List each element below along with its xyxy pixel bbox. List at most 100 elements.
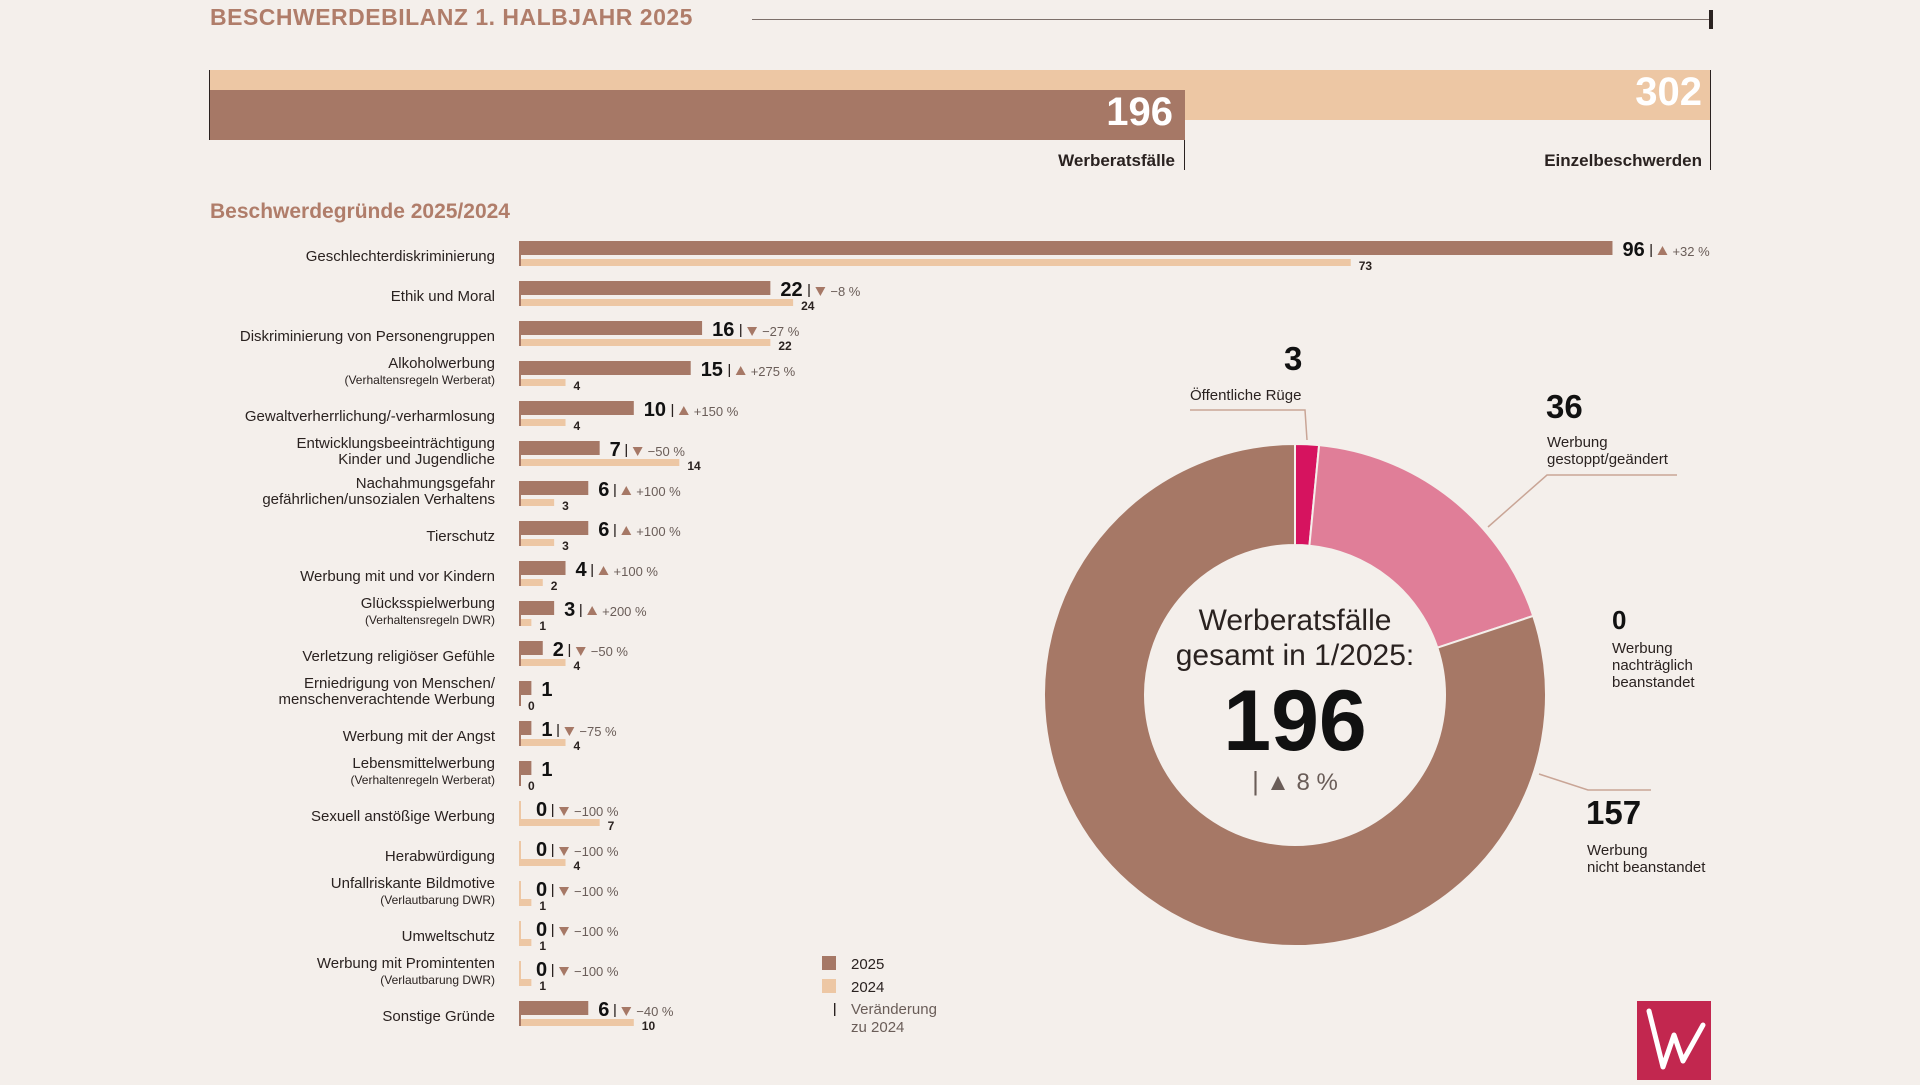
- einzel-marker-line: [1710, 70, 1711, 170]
- category-label: Unfallriskante Bildmotive: [331, 875, 495, 892]
- legend-label-change: Veränderung: [851, 1001, 937, 1018]
- change-down-arrow-icon: [559, 967, 569, 976]
- bar-baseline: [519, 801, 521, 826]
- change-up-arrow-icon: [621, 486, 632, 495]
- bar-2025: [520, 761, 532, 775]
- change-up-arrow-icon: [1657, 246, 1668, 255]
- werberat-logo: [1637, 1001, 1711, 1080]
- totals-left-marker: [209, 70, 210, 140]
- change-percent: −8 %: [830, 284, 860, 299]
- value-2024: 4: [574, 419, 581, 433]
- change-up-arrow-icon: [587, 606, 598, 615]
- bar-baseline: [519, 441, 521, 466]
- leader-line-ruege: [1190, 409, 1308, 441]
- change-up-arrow-icon: [678, 406, 689, 415]
- change-percent: +200 %: [602, 604, 647, 619]
- total-einzelbeschwerden-value: 302: [1635, 70, 1702, 114]
- bar-baseline: [519, 601, 521, 626]
- bar-2025: [520, 321, 703, 335]
- value-2025: 4: [576, 559, 588, 581]
- bar-baseline: [519, 761, 521, 786]
- donut-slice: [1042, 442, 1547, 947]
- value-2024: 14: [687, 459, 701, 473]
- bar-2025: [520, 641, 543, 655]
- category-label: Ethik und Moral: [391, 288, 495, 305]
- category-label: Verletzung religiöser Gefühle: [302, 648, 495, 665]
- title-divider: [752, 19, 1712, 20]
- change-separator: [614, 1004, 616, 1017]
- reasons-section-title: Beschwerdegründe 2025/2024: [210, 200, 510, 223]
- change-percent: −50 %: [591, 644, 629, 659]
- category-label: Entwicklungsbeeinträchtigung: [297, 435, 495, 452]
- bar-2024: [520, 939, 532, 946]
- change-down-arrow-icon: [621, 1007, 632, 1016]
- bar-baseline: [519, 881, 521, 906]
- donut-center-title: Werberatsfälle gesamt in 1/2025:: [1175, 604, 1415, 672]
- bar-2025: [520, 481, 589, 495]
- donut-label-nachtraeglich: Werbung nachträglich beanstandet: [1612, 640, 1695, 691]
- category-sublabel: (Verhaltenregeln Werberat): [350, 773, 495, 787]
- total-werberatsfaelle-label: Werberatsfälle: [1058, 151, 1175, 170]
- bar-2024: [520, 739, 566, 746]
- value-2025: 15: [701, 359, 723, 381]
- bar-2025: [520, 241, 1613, 255]
- value-2024: 1: [539, 979, 546, 993]
- category-sublabel: (Verlautbarung DWR): [380, 973, 495, 987]
- value-2025: 22: [780, 279, 802, 301]
- value-2024: 4: [574, 739, 581, 753]
- change-separator: [625, 444, 627, 457]
- legend-swatch-2025: [822, 956, 836, 970]
- bar-2024: [520, 1019, 634, 1026]
- value-2025: 2: [553, 639, 564, 661]
- category-sublabel: (Verhaltensregeln DWR): [365, 613, 495, 627]
- bar-2024: [520, 539, 555, 546]
- category-label: Geschlechterdiskriminierung: [306, 248, 495, 265]
- legend-label-2024: 2024: [851, 979, 884, 996]
- change-percent: +150 %: [694, 404, 739, 419]
- bar-baseline: [519, 321, 521, 346]
- category-sublabel: Kinder und Jugendliche: [338, 451, 495, 468]
- change-percent: −100 %: [574, 924, 619, 939]
- value-2024: 4: [574, 379, 581, 393]
- legend-label-change: zu 2024: [851, 1019, 904, 1036]
- bar-baseline: [519, 521, 521, 546]
- change-percent: +100 %: [636, 484, 681, 499]
- category-label: Werbung mit der Angst: [343, 728, 496, 745]
- title-divider-end: [1709, 10, 1713, 29]
- werberat-marker-line: [1184, 140, 1185, 170]
- value-2024: 1: [539, 619, 546, 633]
- bar-2024: [520, 659, 566, 666]
- category-label: Alkoholwerbung: [388, 355, 495, 372]
- change-separator: [552, 844, 554, 857]
- category-label: Gewaltverherrlichung/-verharmlosung: [245, 408, 495, 425]
- change-separator: [552, 964, 554, 977]
- category-sublabel: gefährlichen/unsozialen Verhaltens: [262, 491, 495, 508]
- value-2025: 96: [1622, 239, 1644, 261]
- bar-baseline: [519, 481, 521, 506]
- donut-value-gestoppt: 36: [1546, 388, 1583, 425]
- bar-2024: [520, 299, 794, 306]
- change-separator: [728, 364, 730, 377]
- change-separator: [552, 924, 554, 937]
- change-down-arrow-icon: [559, 807, 569, 816]
- change-percent: −100 %: [574, 844, 619, 859]
- value-2025: 0: [536, 879, 547, 901]
- change-percent: +275 %: [751, 364, 796, 379]
- value-2024: 1: [539, 899, 546, 913]
- bar-2024: [520, 499, 555, 506]
- donut-hole: [1146, 546, 1444, 844]
- change-separator: [1650, 244, 1652, 257]
- donut-label-ruege: Öffentliche Rüge: [1190, 387, 1302, 404]
- value-2025: 0: [536, 839, 547, 861]
- category-label: Glücksspielwerbung: [361, 595, 495, 612]
- value-2024: 0: [528, 699, 535, 713]
- category-label: Sexuell anstößige Werbung: [311, 808, 495, 825]
- bar-2025: [520, 281, 771, 295]
- bar-baseline: [519, 241, 521, 266]
- bar-baseline: [519, 561, 521, 586]
- change-separator: [557, 724, 559, 737]
- change-percent: −100 %: [574, 964, 619, 979]
- change-down-arrow-icon: [559, 847, 569, 856]
